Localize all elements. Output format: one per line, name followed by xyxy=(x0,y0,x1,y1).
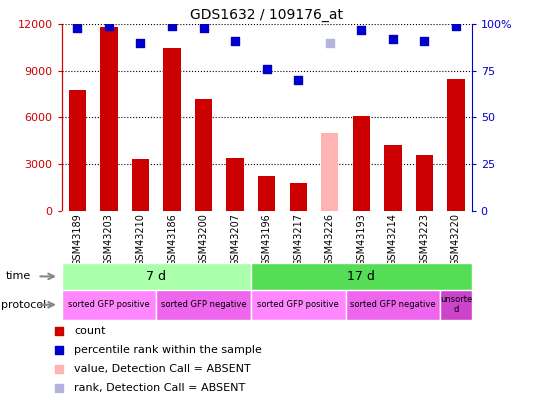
Point xyxy=(263,66,271,72)
Bar xyxy=(157,290,251,320)
Text: GSM43217: GSM43217 xyxy=(293,213,303,266)
Bar xyxy=(62,263,251,290)
Bar xyxy=(251,263,472,290)
Point xyxy=(105,23,113,30)
Point xyxy=(231,38,240,44)
Text: 17 d: 17 d xyxy=(347,270,375,283)
Text: GSM43223: GSM43223 xyxy=(419,213,429,266)
Text: value, Detection Call = ABSENT: value, Detection Call = ABSENT xyxy=(74,364,251,374)
Point xyxy=(55,384,64,391)
Bar xyxy=(226,158,244,211)
Point xyxy=(55,328,64,335)
Text: GSM43226: GSM43226 xyxy=(325,213,335,266)
Text: GSM43210: GSM43210 xyxy=(136,213,145,266)
Text: GSM43203: GSM43203 xyxy=(104,213,114,266)
Text: protocol: protocol xyxy=(1,300,46,310)
Text: 7 d: 7 d xyxy=(146,270,166,283)
Point xyxy=(420,38,429,44)
Title: GDS1632 / 109176_at: GDS1632 / 109176_at xyxy=(190,8,343,22)
Text: GSM43220: GSM43220 xyxy=(451,213,461,266)
Bar xyxy=(195,99,212,211)
Text: sorted GFP positive: sorted GFP positive xyxy=(68,300,150,309)
Point xyxy=(199,25,208,31)
Point xyxy=(452,23,460,30)
Text: GSM43207: GSM43207 xyxy=(230,213,240,266)
Point xyxy=(73,25,81,31)
Bar xyxy=(251,290,346,320)
Bar xyxy=(289,183,307,211)
Text: time: time xyxy=(5,271,31,281)
Bar xyxy=(163,47,181,211)
Text: sorted GFP negative: sorted GFP negative xyxy=(350,300,436,309)
Point xyxy=(55,366,64,372)
Text: unsorte
d: unsorte d xyxy=(440,295,472,314)
Text: GSM43196: GSM43196 xyxy=(262,213,272,266)
Point xyxy=(55,347,64,353)
Point xyxy=(357,27,366,33)
Text: GSM43200: GSM43200 xyxy=(198,213,209,266)
Bar xyxy=(447,79,465,211)
Text: GSM43193: GSM43193 xyxy=(356,213,366,266)
Text: percentile rank within the sample: percentile rank within the sample xyxy=(74,345,262,355)
Text: GSM43214: GSM43214 xyxy=(388,213,398,266)
Bar xyxy=(100,28,117,211)
Point xyxy=(136,40,145,46)
Bar xyxy=(132,160,149,211)
Bar xyxy=(416,155,433,211)
Text: sorted GFP positive: sorted GFP positive xyxy=(257,300,339,309)
Bar xyxy=(440,290,472,320)
Text: sorted GFP negative: sorted GFP negative xyxy=(161,300,247,309)
Text: rank, Detection Call = ABSENT: rank, Detection Call = ABSENT xyxy=(74,383,245,392)
Bar xyxy=(353,116,370,211)
Bar xyxy=(384,145,401,211)
Point xyxy=(325,40,334,46)
Bar xyxy=(69,90,86,211)
Text: GSM43186: GSM43186 xyxy=(167,213,177,266)
Bar xyxy=(321,133,338,211)
Point xyxy=(294,77,302,83)
Bar xyxy=(62,290,157,320)
Point xyxy=(389,36,397,43)
Bar xyxy=(346,290,440,320)
Bar xyxy=(258,177,276,211)
Text: count: count xyxy=(74,326,106,336)
Text: GSM43189: GSM43189 xyxy=(72,213,83,266)
Point xyxy=(168,23,176,30)
